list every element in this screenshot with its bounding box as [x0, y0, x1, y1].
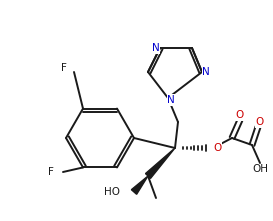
Text: HO: HO [104, 187, 120, 197]
Text: O: O [256, 117, 264, 127]
Text: N: N [202, 67, 210, 77]
Text: O: O [213, 143, 221, 153]
Text: N: N [152, 43, 160, 53]
Text: N: N [167, 95, 175, 105]
Text: OH: OH [252, 164, 268, 174]
Text: O: O [236, 110, 244, 120]
Polygon shape [131, 176, 148, 194]
Text: F: F [48, 167, 54, 177]
Text: F: F [61, 63, 67, 73]
Polygon shape [146, 148, 175, 178]
